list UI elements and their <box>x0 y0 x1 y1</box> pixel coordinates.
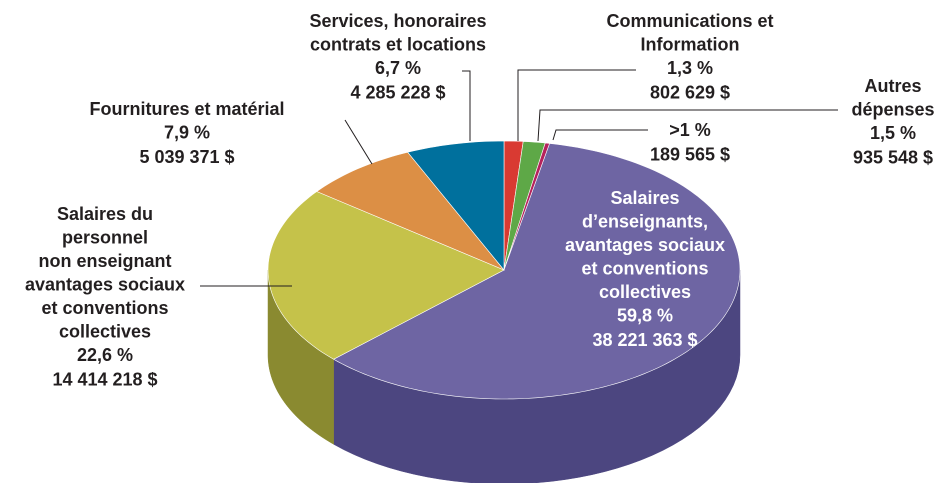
slice-label-line: contrats et locations <box>310 34 486 54</box>
slice-label-line: Communications et <box>606 11 773 31</box>
leader-line <box>537 109 838 142</box>
amount-label: 14 414 218 $ <box>52 369 157 389</box>
slice-label-line: personnel <box>62 227 148 247</box>
slice <box>316 151 505 271</box>
slice <box>267 191 505 360</box>
value-label: 59,8 % <box>617 305 673 325</box>
value-label: >1 % <box>669 120 711 140</box>
leader-line <box>552 129 648 141</box>
amount-label: 38 221 363 $ <box>592 330 697 350</box>
value-label: 6,7 % <box>375 58 421 78</box>
slice <box>332 143 741 400</box>
slice-label-line: Information <box>641 34 740 54</box>
leader-line <box>517 69 636 141</box>
amount-label: 4 285 228 $ <box>350 82 445 102</box>
slice-label: Autres dépenses <box>851 76 934 120</box>
slice-label-line: Fournitures et matérial <box>89 99 284 119</box>
slice-label: Services, honoraires contrats et location… <box>309 11 486 55</box>
amount-label: 935 548 $ <box>853 147 933 167</box>
slice-label-line: Salaires du <box>57 204 153 224</box>
slice-label-line: et conventions <box>581 258 708 278</box>
slice-label-line: d’enseignants, <box>582 211 708 231</box>
slice-label-line: non enseignant <box>38 251 171 271</box>
slice-label-line: avantages sociaux <box>25 274 185 294</box>
value-label: 1,5 % <box>870 123 916 143</box>
slice-label: Communications et Information <box>606 11 773 55</box>
slice-label-line: collectives <box>59 321 151 341</box>
slice-label: Salaires du personnel non enseignant avanta… <box>25 204 185 342</box>
slice <box>407 140 505 271</box>
slice-label-line: Salaires <box>610 188 679 208</box>
value-label: 22,6 % <box>77 345 133 365</box>
amount-label: 189 565 $ <box>650 144 730 164</box>
slice-label-line: avantages sociaux <box>565 235 725 255</box>
slice-label-line: Services, honoraires <box>309 11 486 31</box>
value-label: 7,9 % <box>164 122 210 142</box>
slice-label: Fournitures et matérial <box>89 99 284 119</box>
slice-label-line: collectives <box>599 282 691 302</box>
leader-line <box>462 70 471 141</box>
slice-label: Salaires d’enseignants, avantages sociaux e… <box>565 188 725 302</box>
amount-label: 802 629 $ <box>650 82 730 102</box>
slice-label-line: et conventions <box>41 298 168 318</box>
leader-line <box>344 119 373 165</box>
amount-label: 5 039 371 $ <box>139 147 234 167</box>
value-label: 1,3 % <box>667 58 713 78</box>
slice-label-line: Autres <box>864 76 921 96</box>
slice-label-line: dépenses <box>851 99 934 119</box>
